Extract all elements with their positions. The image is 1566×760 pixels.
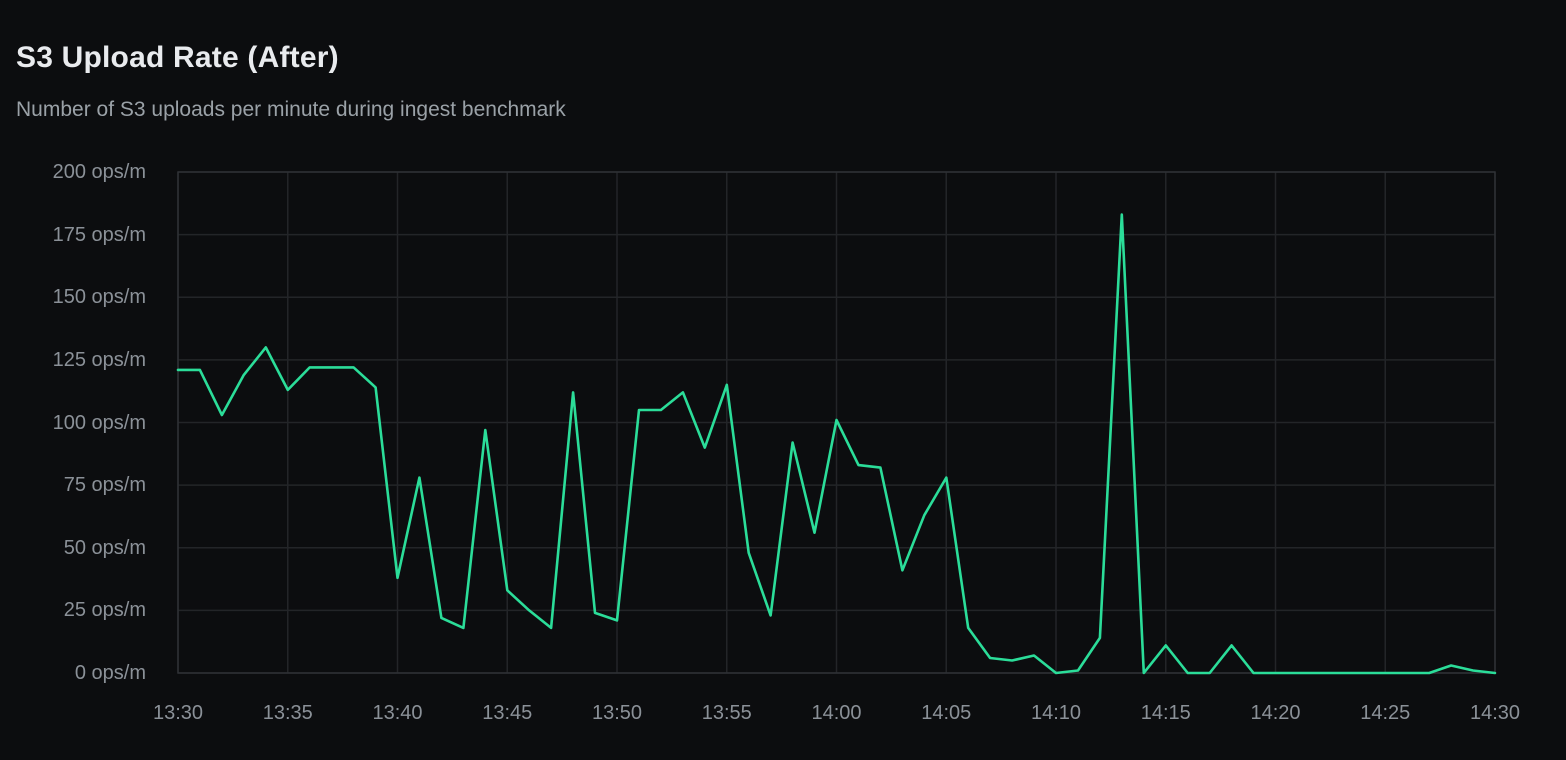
x-axis-tick-label: 14:00 [811,702,862,724]
x-axis-tick-label: 13:30 [152,702,204,724]
x-axis-tick-label: 13:55 [701,702,752,724]
x-axis-tick-label: 13:50 [591,702,643,724]
x-axis-tick-label: 14:25 [1360,702,1411,724]
x-axis-tick-label: 14:05 [921,702,972,724]
plot-area-border [177,171,1496,674]
x-axis-tick-label: 13:40 [372,702,423,724]
series-line [176,213,1497,675]
x-axis-tick-label: 13:35 [262,702,313,724]
x-axis-tick-label: 14:20 [1250,702,1301,724]
x-axis-tick-label: 13:45 [482,702,533,724]
x-axis-tick-label: 14:10 [1030,702,1082,724]
y-axis-tick-label: 100 ops/m [52,411,146,434]
page-title: S3 Upload Rate (After) [16,41,339,74]
y-axis-tick-label: 200 ops/m [52,161,146,183]
x-axis-tick-label: 14:30 [1469,702,1521,724]
y-axis-tick-label: 125 ops/m [52,348,146,371]
page-subtitle: Number of S3 uploads per minute during i… [16,98,566,121]
y-axis-tick-label: 175 ops/m [52,223,146,246]
y-axis-tick-label: 25 ops/m [63,599,146,622]
x-axis-tick-label: 14:15 [1140,702,1191,724]
y-axis-tick-label: 75 ops/m [63,474,146,497]
y-axis-tick-label: 150 ops/m [52,286,146,309]
y-axis-tick-label: 0 ops/m [74,662,146,684]
y-axis-tick-label: 50 ops/m [63,536,146,559]
